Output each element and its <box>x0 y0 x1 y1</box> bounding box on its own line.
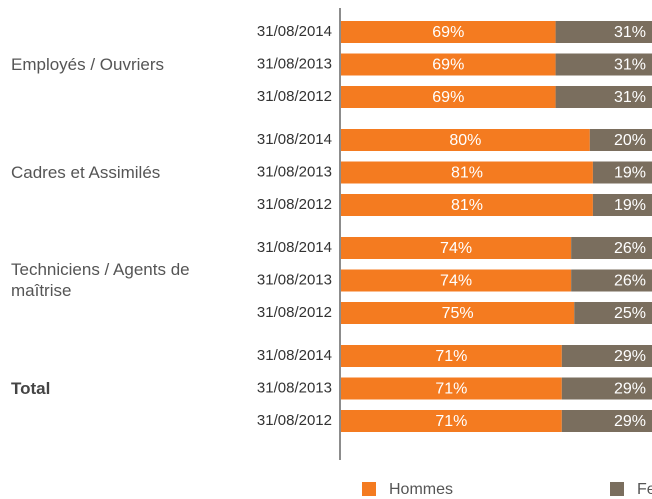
value-label: 31% <box>614 57 646 74</box>
value-label: 69% <box>432 24 464 41</box>
bar-segment <box>555 21 652 43</box>
value-label: 81% <box>451 197 483 214</box>
category-label: 31/08/2014 <box>257 23 332 40</box>
category-label: 31/08/2012 <box>257 304 332 321</box>
group-label: Total <box>11 379 51 398</box>
legend-swatch <box>610 482 624 496</box>
category-label: 31/08/2014 <box>257 347 332 364</box>
value-label: 29% <box>614 348 646 365</box>
bar-segment <box>341 129 590 151</box>
category-label: 31/08/2013 <box>257 55 332 72</box>
value-label: 80% <box>449 132 481 149</box>
value-label: 74% <box>440 273 472 290</box>
bar-segment <box>341 302 575 324</box>
group-label: Techniciens / Agents de maîtrise <box>11 259 190 300</box>
value-label: 31% <box>614 24 646 41</box>
category-label: 31/08/2013 <box>257 271 332 288</box>
bar-segment <box>555 53 652 76</box>
value-label: 29% <box>614 381 646 398</box>
group-label: Employés / Ouvriers <box>11 55 165 74</box>
value-label: 69% <box>432 57 464 74</box>
bar-segment <box>341 161 593 184</box>
value-label: 31% <box>614 89 646 106</box>
value-label: 71% <box>435 381 467 398</box>
value-label: 20% <box>614 132 646 149</box>
bar-segment <box>561 410 652 432</box>
legend-swatch <box>362 482 376 496</box>
bar-segment <box>341 345 562 367</box>
group-label: Cadres et Assimilés <box>11 163 161 182</box>
bar-segment <box>341 53 556 76</box>
bar-segment <box>592 194 652 216</box>
bar-segment <box>574 302 652 324</box>
category-label: 31/08/2012 <box>257 88 332 105</box>
bar-segment <box>341 194 593 216</box>
legend-label: Femme <box>637 481 652 498</box>
value-label: 71% <box>435 413 467 430</box>
bar-segment <box>341 237 572 259</box>
value-label: 26% <box>614 273 646 290</box>
value-label: 19% <box>614 197 646 214</box>
value-label: 74% <box>440 240 472 257</box>
bar-segment <box>571 237 652 259</box>
bar-segment <box>592 161 652 184</box>
category-label: 31/08/2012 <box>257 196 332 213</box>
bar-segment <box>341 410 562 432</box>
legend-label: Hommes <box>389 481 453 498</box>
value-label: 25% <box>614 305 646 322</box>
bar-segment <box>341 86 556 108</box>
category-label: 31/08/2014 <box>257 239 332 256</box>
category-label: 31/08/2013 <box>257 163 332 180</box>
bar-segment <box>589 129 652 151</box>
bar-segment <box>341 21 556 43</box>
bar-segment <box>561 377 652 400</box>
category-label: 31/08/2014 <box>257 131 332 148</box>
bar-segment <box>571 269 652 292</box>
value-label: 75% <box>442 305 474 322</box>
category-label: 31/08/2013 <box>257 379 332 396</box>
value-label: 19% <box>614 165 646 182</box>
value-label: 71% <box>435 348 467 365</box>
value-label: 29% <box>614 413 646 430</box>
category-label: 31/08/2012 <box>257 412 332 429</box>
value-label: 69% <box>432 89 464 106</box>
bar-segment <box>341 269 572 292</box>
value-label: 26% <box>614 240 646 257</box>
bar-segment <box>561 345 652 367</box>
bar-segment <box>341 377 562 400</box>
value-label: 81% <box>451 165 483 182</box>
bar-segment <box>555 86 652 108</box>
